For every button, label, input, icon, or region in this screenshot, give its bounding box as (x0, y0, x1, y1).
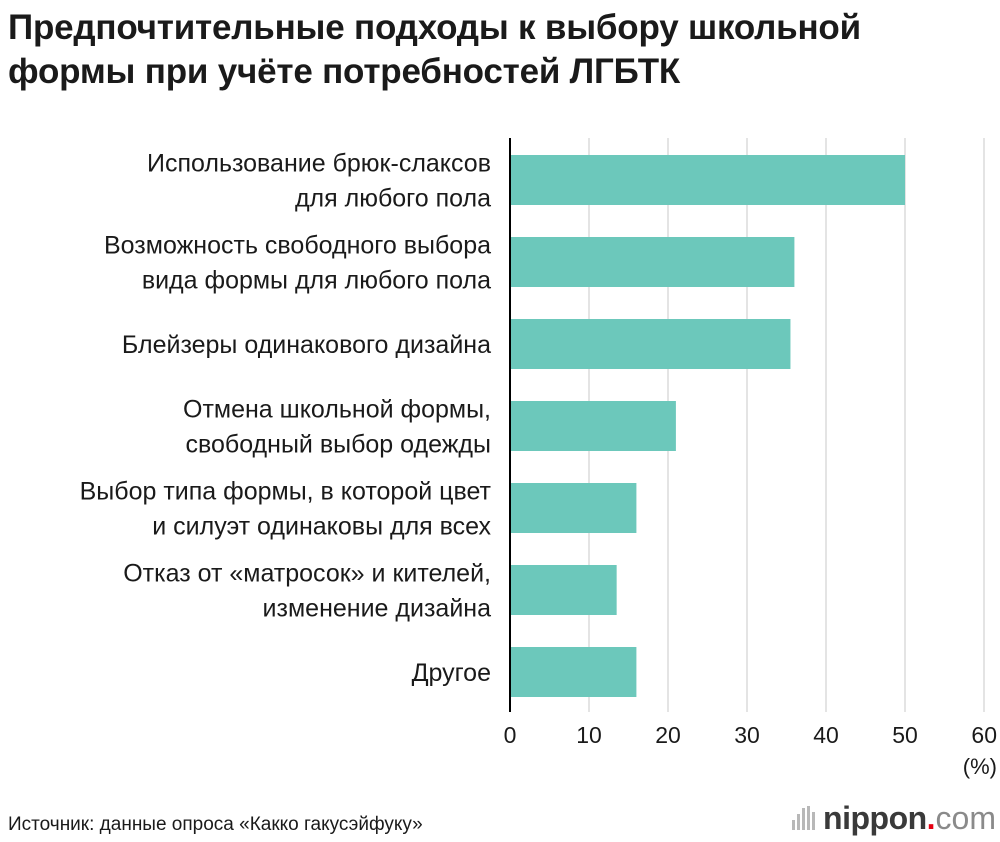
x-tick-label-1: 10 (576, 722, 602, 748)
bar-4 (510, 483, 637, 533)
category-label-2-line-0: Блейзеры одинакового дизайна (122, 331, 491, 359)
category-label-5-line-1: изменение дизайна (263, 595, 492, 623)
bar-0 (510, 155, 905, 205)
category-label-1: Возможность свободного выбора вида формы … (104, 232, 491, 295)
x-tick-label-3: 30 (734, 722, 760, 748)
category-label-2: Блейзеры одинакового дизайна (122, 331, 491, 359)
category-label-4: Выбор типа формы, в которой цвет и силуэт… (80, 478, 492, 541)
x-tick-label-5: 50 (892, 722, 918, 748)
category-label-1-line-1: вида формы для любого пола (142, 267, 491, 295)
nippon-logo: nippon. com (792, 798, 996, 838)
bar-5 (510, 565, 617, 615)
logo-dot: . (926, 799, 936, 836)
chart-title-line-1: Предпочтительные подходы к выбору школьн… (8, 8, 861, 47)
bar-3 (510, 401, 676, 451)
x-tick-label-4: 40 (813, 722, 839, 748)
category-label-4-line-0: Выбор типа формы, в которой цвет (80, 478, 492, 506)
bar-2 (510, 319, 791, 369)
category-label-3-line-1: свободный выбор одежды (185, 431, 491, 459)
category-label-5-line-0: Отказ от «матросок» и кителей, (123, 560, 491, 588)
category-label-0-line-1: для любого пола (295, 185, 491, 213)
logo-text: nippon (823, 799, 927, 836)
category-label-0-line-0: Использование брюк-слаксов (147, 150, 491, 178)
category-label-0: Использование брюк-слаксов для любого пол… (147, 150, 491, 213)
category-label-5: Отказ от «матросок» и кителей, изменение … (123, 560, 491, 623)
bar-6 (510, 647, 637, 697)
chart-title: Предпочтительные подходы к выбору школьн… (8, 6, 993, 94)
chart-title-line-2: формы при учёте потребностей ЛГБТК (8, 52, 681, 91)
category-label-4-line-1: и силуэт одинаковы для всех (152, 513, 491, 541)
x-tick-label-6: 60 (971, 722, 997, 748)
logo-bars-icon (792, 806, 816, 830)
category-label-3: Отмена школьной формы, свободный выбор од… (183, 396, 491, 459)
bar-1 (510, 237, 795, 287)
category-label-6-line-0: Другое (412, 659, 491, 687)
x-unit-label: (%) (963, 754, 997, 779)
source-note: Источник: данные опроса «Какко гакусэйфу… (8, 814, 423, 835)
category-label-3-line-0: Отмена школьной формы, (183, 396, 491, 424)
category-label-6: Другое (412, 659, 491, 687)
x-tick-label-2: 20 (655, 722, 681, 748)
logo-tld: com (935, 799, 996, 836)
category-label-1-line-0: Возможность свободного выбора (104, 232, 491, 260)
x-tick-label-0: 0 (504, 722, 517, 748)
